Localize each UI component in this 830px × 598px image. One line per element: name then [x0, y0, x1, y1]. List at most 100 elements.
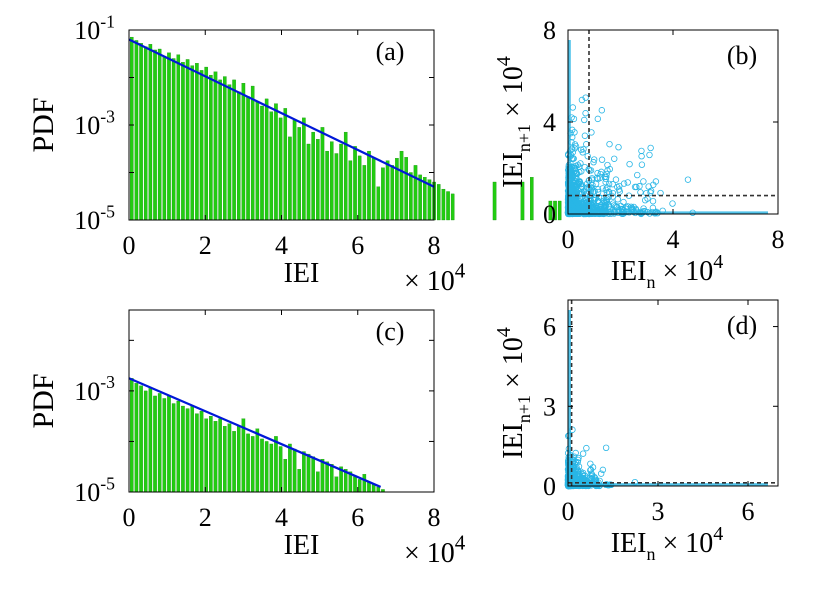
bar — [209, 416, 213, 493]
scatter-point — [581, 132, 589, 139]
panel-label: (a) — [376, 37, 405, 66]
scatter-point — [631, 183, 639, 191]
scatter-point — [626, 160, 633, 168]
scatter-point — [584, 184, 591, 191]
bar — [195, 413, 199, 493]
bar — [441, 188, 446, 221]
scatter-point — [572, 474, 579, 482]
bar — [320, 127, 325, 221]
panel-label: (b) — [727, 41, 757, 70]
y-tick-label: 10-5 — [74, 473, 115, 507]
y-tick-label: 8 — [543, 16, 556, 45]
bar — [250, 436, 255, 493]
bar — [236, 426, 241, 493]
bar — [269, 443, 274, 493]
scatter-point — [571, 145, 579, 152]
scatter-point — [583, 444, 590, 452]
bar — [139, 385, 143, 493]
x-tick-label: 8 — [428, 503, 441, 532]
x-tick-label: 2 — [199, 231, 212, 260]
scatter-point — [646, 151, 653, 159]
scatter-point — [605, 202, 613, 209]
scatter-point — [606, 140, 613, 148]
bar — [357, 155, 362, 221]
bar — [316, 139, 320, 221]
bar — [311, 131, 315, 221]
scatter-point — [589, 464, 597, 471]
bar — [236, 91, 241, 221]
x-tick-label: 4 — [275, 231, 288, 260]
bar — [227, 423, 232, 493]
x-tick-label: 6 — [351, 231, 364, 260]
y-axis-label: PDF — [27, 373, 60, 428]
scatter-point — [569, 104, 577, 111]
scatter-point — [588, 471, 596, 478]
panel-a: 0 2 4 6 8 10-1 10-3 10-5 (a) IEI × 104 PDF — [27, 11, 562, 297]
scatter-point — [638, 153, 645, 160]
bar — [246, 96, 250, 221]
bar — [353, 146, 357, 221]
bar — [176, 54, 181, 221]
panel-label: (c) — [376, 317, 405, 346]
x-axis-label: IEI — [284, 530, 320, 561]
scatter-point — [590, 159, 597, 166]
bar — [297, 469, 301, 493]
scatter-point — [603, 170, 610, 178]
bar — [446, 191, 450, 221]
scatter-point — [584, 153, 591, 160]
bar — [376, 186, 381, 221]
scatter-point — [600, 197, 608, 205]
bar — [329, 464, 334, 493]
bar — [213, 71, 218, 221]
scatter-point — [571, 165, 578, 172]
bar — [334, 476, 339, 493]
scatter-point — [591, 197, 598, 204]
scatter-point — [581, 163, 589, 171]
x-tick-label: 8 — [772, 225, 785, 254]
bar — [413, 165, 418, 221]
bar — [283, 108, 288, 221]
scatter-point — [590, 204, 597, 212]
scatter-point — [647, 144, 654, 152]
bar — [171, 58, 176, 221]
scatter-point — [611, 155, 618, 162]
bar — [204, 66, 208, 221]
scatter-point — [576, 178, 583, 185]
bar — [185, 408, 190, 493]
scatter-point — [582, 110, 589, 117]
bar — [329, 141, 334, 221]
bar — [334, 153, 339, 221]
bar — [306, 143, 311, 221]
y-axis-label: IEIn+1 × 104 — [493, 327, 534, 459]
y-tick-label: 4 — [543, 108, 556, 137]
bar — [450, 193, 455, 221]
scatter-point — [612, 176, 620, 183]
x-tick-label: 4 — [275, 503, 288, 532]
bar — [176, 400, 181, 493]
scatter-point — [604, 184, 611, 191]
bar — [157, 393, 162, 493]
bar — [557, 200, 562, 221]
scatter-point — [590, 156, 598, 163]
bar — [223, 76, 227, 221]
scatter-point — [614, 196, 621, 203]
bar — [260, 105, 264, 221]
bar — [306, 453, 311, 493]
bar — [218, 79, 222, 221]
scatter-point — [594, 115, 602, 123]
bar — [227, 84, 232, 221]
bar — [353, 476, 357, 493]
scatter-point — [576, 168, 583, 176]
bar — [157, 48, 162, 221]
bar — [381, 167, 385, 221]
scatter-point — [570, 176, 578, 184]
bar — [162, 55, 167, 221]
scatter-point — [605, 180, 613, 188]
plot-frame — [567, 299, 779, 487]
bar — [390, 165, 395, 221]
bar — [302, 451, 306, 493]
scatter-point — [581, 116, 588, 124]
bar — [292, 120, 297, 221]
panel-label: (d) — [727, 311, 757, 340]
bar — [399, 150, 404, 221]
